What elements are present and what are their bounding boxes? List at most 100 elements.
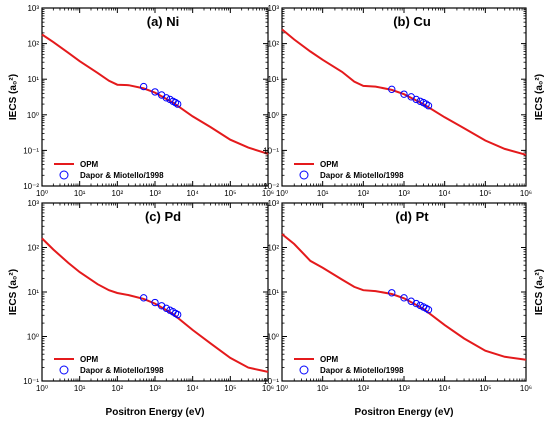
legend-label-opm: OPM [80, 160, 99, 169]
y-tick-label: 10¹ [27, 288, 39, 297]
x-tick-label: 10⁵ [224, 384, 236, 393]
data-point-dapor-miotello [139, 294, 148, 302]
y-tick-label: 10² [27, 244, 39, 253]
y-tick-label: 10³ [27, 4, 39, 13]
chart-panel-1: 10⁰ 10¹ 10² 10³ 10⁴ 10⁵ 10⁶10⁻²10⁻¹10⁰10¹10²10… [263, 4, 545, 198]
y-axis-label: IECS (a₀²) [8, 74, 19, 120]
series-line-opm [281, 28, 527, 156]
y-tick-label: 10⁻² [263, 182, 279, 191]
legend-label-dapor-miotello: Dapor & Miotello/1998 [80, 366, 164, 375]
data-point-dapor-miotello [171, 98, 180, 107]
panel-title: (d) Pt [395, 209, 429, 224]
data-point-dapor-miotello [424, 102, 433, 110]
x-axis-label: Positron Energy (eV) [355, 407, 454, 418]
chart-panel-3: 10⁰ 10¹ 10² 10³ 10⁴ 10⁵ 10⁶10⁻¹10⁰10¹10²10³IEC… [263, 199, 545, 418]
y-tick-label: 10² [267, 40, 279, 49]
plot-frame [281, 202, 527, 382]
legend-label-dapor-miotello: Dapor & Miotello/1998 [80, 171, 164, 180]
y-tick-label: 10⁰ [267, 111, 279, 120]
chart-panel-0: 10⁰ 10¹ 10² 10³ 10⁴ 10⁵ 10⁶ 10⁻² 10⁻¹ 10⁰ 10¹ 10² 10… [8, 4, 274, 198]
data-point-dapor-miotello [400, 294, 408, 302]
y-tick-label: 10⁻¹ [263, 146, 279, 155]
y-tick-label: 10⁻¹ [23, 146, 39, 155]
y-tick-label: 10³ [267, 4, 279, 13]
x-tick-label: 10⁰ [276, 189, 288, 198]
data-point-dapor-miotello [416, 97, 424, 105]
y-tick-label: 10¹ [27, 75, 39, 84]
x-tick-label: 10¹ [317, 189, 329, 198]
legend-label-opm: OPM [320, 160, 339, 169]
data-point-dapor-miotello [139, 82, 148, 91]
legend-swatch-dapor-miotello [59, 365, 69, 375]
x-tick-label: 10⁰ [276, 384, 288, 393]
y-axis-label: IECS (a₀²) [8, 269, 19, 315]
y-tick-label: 10³ [267, 199, 279, 208]
x-tick-label: 10² [112, 189, 124, 198]
x-tick-label: 10⁴ [438, 384, 451, 393]
x-tick-label: 10⁴ [438, 189, 451, 198]
y-tick-label: 10⁰ [267, 333, 279, 342]
data-point-dapor-miotello [400, 90, 408, 98]
x-tick-label: 10³ [398, 384, 410, 393]
x-tick-label: 10⁵ [224, 189, 236, 198]
plot-frame [41, 7, 269, 187]
data-point-dapor-miotello [422, 100, 430, 108]
data-point-dapor-miotello [173, 310, 182, 319]
data-point-dapor-miotello [162, 304, 171, 313]
y-tick-label: 10⁻¹ [23, 377, 39, 386]
data-point-dapor-miotello [388, 85, 396, 94]
x-axis-label: Positron Energy (eV) [106, 407, 205, 418]
legend-label-dapor-miotello: Dapor & Miotello/1998 [320, 366, 404, 375]
y-axis-label: IECS (a₀²) [534, 269, 545, 315]
x-tick-label: 10⁶ [520, 189, 532, 198]
y-tick-label: 10⁰ [27, 111, 39, 120]
x-tick-label: 10³ [398, 189, 410, 198]
chart-panel-2: 10⁰ 10¹ 10² 10³ 10⁴ 10⁵ 10⁶10⁻¹10⁰10¹10²10³IEC… [8, 199, 274, 418]
x-tick-label: 10⁶ [262, 384, 274, 393]
legend-swatch-dapor-miotello [299, 365, 309, 375]
plot-frame [41, 202, 269, 382]
y-tick-label: 10⁰ [27, 333, 39, 342]
y-tick-label: 10² [267, 244, 279, 253]
legend-label-opm: OPM [320, 355, 339, 364]
x-tick-label: 10⁰ [36, 384, 48, 393]
x-tick-label: 10⁶ [262, 189, 274, 198]
x-tick-label: 10³ [149, 189, 161, 198]
y-tick-label: 10² [27, 40, 39, 49]
panel-title: (b) Cu [393, 14, 431, 29]
legend-swatch-dapor-miotello [299, 170, 309, 180]
y-axis-label: IECS (a₀²) [534, 74, 545, 120]
legend-label-dapor-miotello: Dapor & Miotello/1998 [320, 171, 404, 180]
data-point-dapor-miotello [151, 88, 159, 96]
data-point-dapor-miotello [173, 100, 182, 108]
data-point-dapor-miotello [412, 299, 420, 308]
x-tick-label: 10² [358, 384, 370, 393]
x-tick-label: 10⁴ [186, 384, 199, 393]
y-tick-label: 10¹ [267, 75, 279, 84]
x-tick-label: 10⁰ [36, 189, 48, 198]
x-tick-label: 10¹ [317, 384, 329, 393]
panel-title: (a) Ni [147, 14, 180, 29]
panel-title: (c) Pd [145, 209, 181, 224]
y-tick-label: 10⁻¹ [263, 377, 279, 386]
series-line-opm [41, 33, 269, 155]
x-tick-label: 10¹ [74, 384, 86, 393]
y-tick-label: 10¹ [267, 288, 279, 297]
y-tick-label: 10³ [27, 199, 39, 208]
x-tick-label: 10⁶ [520, 384, 532, 393]
x-tick-label: 10⁵ [479, 384, 491, 393]
data-point-dapor-miotello [424, 306, 433, 314]
y-tick-label: 10⁻² [23, 182, 39, 191]
x-tick-label: 10² [358, 189, 370, 198]
legend-swatch-dapor-miotello [59, 170, 69, 180]
data-point-dapor-miotello [162, 94, 171, 102]
x-tick-label: 10¹ [74, 189, 86, 198]
x-tick-label: 10⁵ [479, 189, 491, 198]
series-line-opm [281, 233, 527, 361]
x-tick-label: 10² [112, 384, 124, 393]
data-point-dapor-miotello [412, 95, 420, 104]
x-tick-label: 10³ [149, 384, 161, 393]
data-point-dapor-miotello [151, 298, 159, 307]
legend-label-opm: OPM [80, 355, 99, 364]
